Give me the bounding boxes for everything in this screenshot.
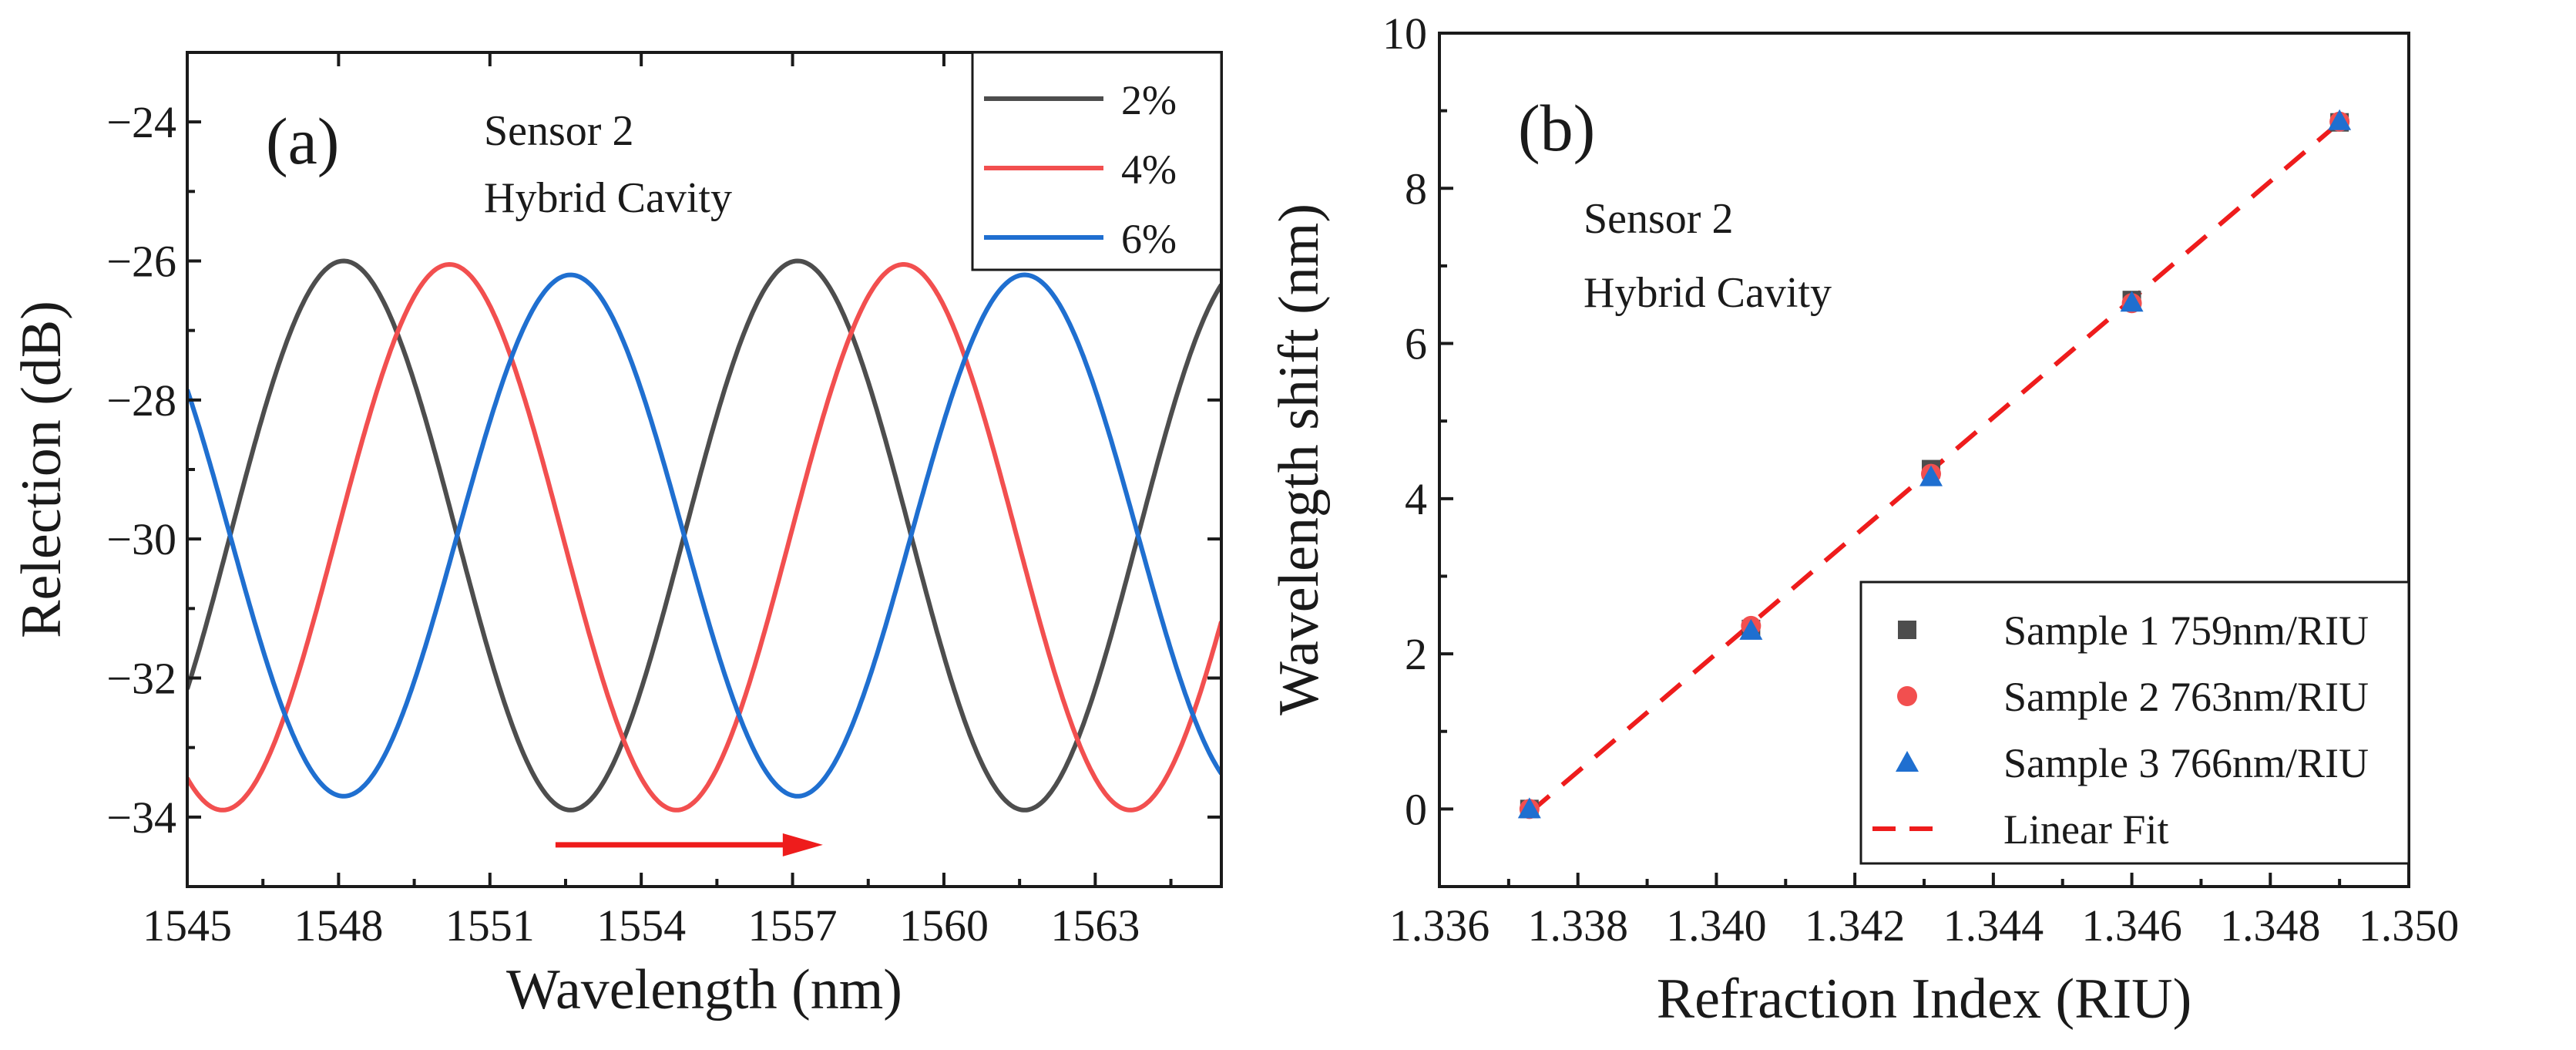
plot-a-annotation-line-2: Hybrid Cavity	[484, 174, 732, 222]
plot-b-annotation-line-2: Hybrid Cavity	[1584, 269, 1832, 317]
plot-b-x-tick-label: 1.340	[1666, 900, 1767, 951]
plot-a-legend-label-1: 2%	[1121, 77, 1177, 123]
plot-a-legend-box	[971, 51, 1223, 271]
plot-a-y-tick-label: −26	[106, 237, 176, 287]
plot-b-y-tick-label: 2	[1405, 629, 1427, 679]
plot-a-y-tick-label: −30	[106, 514, 176, 564]
plot-a-x-tick-label: 1554	[596, 900, 686, 951]
plot-a-x-tick-label: 1563	[1050, 900, 1140, 951]
plot-b-points	[1517, 109, 2352, 819]
plot-b-point-sample-3	[2120, 291, 2144, 312]
plot-b-legend-label-1: Sample 1 759nm/RIU	[2003, 607, 2369, 654]
plot-b-legend-marker-2	[1897, 686, 1917, 706]
plot-b-y-ticks: 0 2 4 6 8 10	[1382, 8, 1453, 834]
plot-a-x-axis-title: Wavelength (nm)	[506, 958, 902, 1021]
plot-a-y-ticks: −34 −32 −30 −28 −26 −24	[106, 51, 1221, 888]
plot-a-series-line-2	[187, 261, 1221, 813]
panel-b: 1.336 1.338 1.340 1.342 1.344 1.346 1.348 1.350…	[1268, 8, 2459, 1031]
panel-a: 1545 1548 1551 1554 1557 1560 1563 −34 −32 −30 −2…	[10, 51, 1223, 1021]
plot-b-y-tick-label: 6	[1405, 319, 1427, 369]
plot-a-frame	[186, 51, 1223, 888]
plot-b-frame	[1438, 32, 2410, 888]
plot-a-x-tick-label: 1560	[899, 900, 989, 951]
plot-b-point-sample-3	[1739, 618, 1763, 640]
plot-b-y-tick-label: 10	[1382, 8, 1427, 59]
plot-b-legend-box	[1859, 581, 2410, 865]
plot-a-series-line-3	[187, 272, 1221, 799]
plot-b-y-tick-label: 4	[1405, 474, 1427, 524]
plot-a-y-axis-title: Relection (dB)	[10, 301, 73, 638]
plot-a-y-tick-label: −24	[106, 97, 176, 147]
plot-b-legend-label-2: Sample 2 763nm/RIU	[2003, 674, 2369, 720]
plot-a-annotation-line-1: Sensor 2	[484, 107, 633, 155]
plot-b-x-tick-label: 1.344	[1943, 900, 2044, 951]
plot-a-legend-label-3: 6%	[1121, 216, 1177, 262]
plot-b-annotation-line-1: Sensor 2	[1584, 195, 1733, 243]
plot-a-curves	[187, 258, 1221, 813]
plot-a-panel-label: (a)	[266, 104, 339, 178]
plot-b-panel-label: (b)	[1518, 91, 1595, 165]
plot-b-x-axis-title: Refraction Index (RIU)	[1657, 968, 2192, 1031]
plot-a-x-tick-label: 1545	[143, 900, 232, 951]
plot-b-x-ticks: 1.336 1.338 1.340 1.342 1.344 1.346 1.348 1.350	[1389, 873, 2460, 951]
plot-a-x-tick-label: 1551	[445, 900, 535, 951]
plot-a-x-tick-label: 1548	[294, 900, 383, 951]
plot-b-y-tick-label: 8	[1405, 163, 1427, 214]
plot-b-legend-label-3: Sample 3 766nm/RIU	[2003, 740, 2369, 786]
plot-b-x-tick-label: 1.350	[2359, 900, 2460, 951]
plot-b-legend-marker-1	[1898, 621, 1916, 639]
plot-b-x-tick-label: 1.348	[2220, 900, 2321, 951]
plot-b-x-tick-label: 1.338	[1527, 900, 1628, 951]
plot-a-arrow-head	[782, 833, 823, 856]
plot-a-x-ticks: 1545 1548 1551 1554 1557 1560 1563	[143, 52, 1173, 951]
plot-b-y-tick-label: 0	[1405, 784, 1427, 834]
plot-b-point-sample-3	[1919, 465, 1943, 486]
plot-b-x-tick-label: 1.342	[1805, 900, 1906, 951]
plot-a-y-tick-label: −32	[106, 654, 176, 704]
plot-b-point-sample-3	[2328, 109, 2352, 130]
plot-a-legend: 2% 4% 6%	[971, 51, 1223, 271]
plot-a-y-tick-label: −34	[106, 793, 176, 843]
plot-b-x-tick-label: 1.346	[2081, 900, 2182, 951]
plot-b-legend: Sample 1 759nm/RIU Sample 2 763nm/RIU Samp…	[1859, 581, 2410, 865]
plot-a-y-tick-label: −28	[106, 375, 176, 426]
plot-a-x-tick-label: 1557	[748, 900, 838, 951]
plot-b-x-tick-label: 1.336	[1389, 900, 1490, 951]
plot-a-shift-arrow	[555, 833, 823, 856]
plot-a-legend-label-2: 4%	[1121, 146, 1177, 193]
plot-a-series-line-1	[187, 258, 1221, 813]
plot-b-legend-marker-3	[1896, 751, 1919, 772]
plot-b-y-axis-title: Wavelength shift (nm)	[1268, 204, 1331, 715]
plot-b-legend-label-4: Linear Fit	[2003, 806, 2168, 853]
plot-b-point-sample-3	[1517, 797, 1541, 819]
